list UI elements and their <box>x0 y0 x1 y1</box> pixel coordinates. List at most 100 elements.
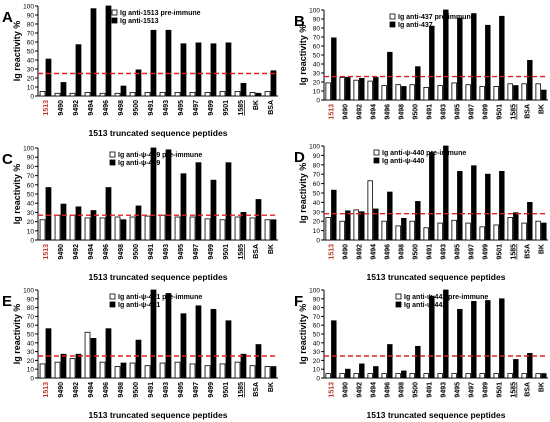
bar-immune <box>120 362 127 379</box>
y-axis-label: Ig reactivity % <box>298 163 308 224</box>
bar-immune <box>60 82 67 97</box>
y-tick-label: 50 <box>313 332 321 339</box>
bar-pre-immune <box>395 84 401 101</box>
bar-pre-immune <box>437 85 443 101</box>
y-tick-label: 50 <box>27 332 35 339</box>
bar-pre-immune <box>507 373 513 379</box>
x-axis-title: 1513 truncated sequence peptides <box>89 128 228 138</box>
y-tick-label: 100 <box>23 146 34 153</box>
y-tick-label: 0 <box>316 238 320 245</box>
y-tick-label: 70 <box>27 314 35 321</box>
y-tick-label: 10 <box>313 367 321 374</box>
bar-pre-immune <box>99 361 106 379</box>
y-tick-label: 80 <box>27 305 35 312</box>
bar-immune <box>331 189 337 241</box>
chart-panel-d: DIg reactivity % 0 10 20 30 40 50 60 70 80 90 100 15… <box>294 144 548 282</box>
y-tick-label: 100 <box>309 8 320 15</box>
x-tick-label: 1513 <box>329 104 336 120</box>
bar-pre-immune <box>479 86 485 101</box>
bar-pre-immune <box>249 365 256 379</box>
y-tick-label: 20 <box>27 76 35 83</box>
bar-pre-immune <box>69 92 76 97</box>
bar-immune <box>373 77 379 101</box>
legend-label-immune: Ig anti-ψ-439 <box>118 160 160 167</box>
bar-pre-immune <box>353 373 359 379</box>
x-tick-label: 9493 <box>163 100 170 116</box>
bar-pre-immune <box>159 214 166 241</box>
x-tick-label: 9501 <box>223 382 230 398</box>
panel-letter: F <box>294 293 303 310</box>
x-tick-label: 9499 <box>208 100 215 116</box>
bar-immune <box>240 353 247 379</box>
x-tick-label: 9497 <box>469 244 476 260</box>
x-tick-label: 9500 <box>133 382 140 398</box>
y-tick-label: 70 <box>313 314 321 321</box>
bar-immune <box>240 83 247 97</box>
bar-immune <box>45 328 52 379</box>
y-tick-label: 90 <box>27 13 35 20</box>
y-tick-label: 80 <box>27 164 35 171</box>
bar-immune <box>45 187 52 241</box>
y-axis-label: Ig reactivity % <box>298 25 308 86</box>
y-tick-label: 80 <box>313 162 321 169</box>
bar-pre-immune <box>264 366 271 379</box>
bar-immune <box>90 210 97 241</box>
y-tick-label: 70 <box>313 172 321 179</box>
bar-pre-immune <box>84 331 91 379</box>
bar-immune <box>240 211 247 241</box>
bar-immune <box>499 170 505 241</box>
bar-immune <box>471 13 477 101</box>
y-tick-label: 40 <box>27 340 35 347</box>
bar-pre-immune <box>204 218 211 241</box>
x-tick-label: BSA <box>253 244 260 259</box>
bar-immune <box>359 363 365 379</box>
y-tick-label: 20 <box>27 358 35 365</box>
bar-immune <box>373 208 379 241</box>
bar-immune <box>195 305 202 379</box>
x-tick-label: 9491 <box>427 244 434 260</box>
panel-letter: A <box>2 9 13 26</box>
y-tick-label: 70 <box>27 173 35 180</box>
x-tick-label: 9492 <box>73 244 80 260</box>
x-tick-label: 9495 <box>455 244 462 260</box>
bar-pre-immune <box>204 92 211 97</box>
y-tick-label: 20 <box>313 219 321 226</box>
bar-immune <box>387 344 393 379</box>
y-tick-label: 30 <box>27 349 35 356</box>
bar-immune <box>401 217 407 241</box>
bar-immune <box>345 77 351 101</box>
y-tick-label: 20 <box>27 219 35 226</box>
y-tick-label: 0 <box>30 376 34 383</box>
bar-pre-immune <box>159 92 166 97</box>
bar-immune <box>527 352 533 379</box>
x-tick-label: 9498 <box>399 244 406 260</box>
y-tick-label: 30 <box>27 67 35 74</box>
x-tick-label: 1513 <box>43 244 50 260</box>
x-tick-label: 9491 <box>148 100 155 116</box>
y-tick-label: 40 <box>27 58 35 65</box>
x-tick-label: 9499 <box>208 382 215 398</box>
legend-label-pre-immune: Ig anti-ψ-439 pre-immune <box>118 152 202 159</box>
bar-pre-immune <box>234 91 241 97</box>
y-tick-label: 70 <box>313 35 321 42</box>
chart-panel-b: BIg reactivity % 0 10 20 30 40 50 60 70 80 90 100 15… <box>294 8 548 120</box>
x-tick-label: 9500 <box>133 244 140 260</box>
y-tick-label: 10 <box>313 89 321 96</box>
bar-pre-immune <box>339 220 345 241</box>
bar-immune <box>527 60 533 101</box>
bar-pre-immune <box>479 226 485 241</box>
bar-pre-immune <box>395 373 401 379</box>
bar-pre-immune <box>339 373 345 379</box>
x-tick-label: 9493 <box>441 382 448 398</box>
bar-immune <box>359 78 365 101</box>
x-tick-label: 9496 <box>385 382 392 398</box>
y-tick-label: 30 <box>27 210 35 217</box>
legend-swatch-open <box>109 151 116 158</box>
x-tick-label: 9491 <box>427 104 434 120</box>
x-tick-label: 9499 <box>483 104 490 120</box>
y-tick-label: 10 <box>27 85 35 92</box>
y-tick-label: 80 <box>313 26 321 33</box>
bar-immune <box>373 366 379 379</box>
x-tick-label: 9500 <box>413 382 420 398</box>
bar-immune <box>180 313 187 379</box>
